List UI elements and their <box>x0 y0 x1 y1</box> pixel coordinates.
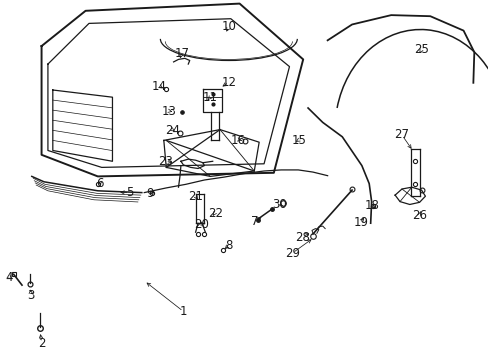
Text: 14: 14 <box>151 80 166 93</box>
Text: 19: 19 <box>353 216 367 229</box>
Text: 2: 2 <box>38 337 45 350</box>
Text: 27: 27 <box>394 129 408 141</box>
Text: 30: 30 <box>272 198 286 211</box>
Text: 13: 13 <box>161 105 176 118</box>
Text: 6: 6 <box>96 177 104 190</box>
Text: 1: 1 <box>179 305 187 318</box>
Text: 16: 16 <box>231 134 245 147</box>
Text: 4: 4 <box>5 271 13 284</box>
Text: 23: 23 <box>158 155 172 168</box>
Text: 10: 10 <box>221 21 236 33</box>
Text: 21: 21 <box>188 190 203 203</box>
Text: 18: 18 <box>364 199 378 212</box>
Text: 20: 20 <box>194 218 209 231</box>
Text: 22: 22 <box>207 207 222 220</box>
Text: 25: 25 <box>413 43 428 56</box>
Text: 15: 15 <box>291 134 306 147</box>
Text: 28: 28 <box>294 231 309 244</box>
Text: 17: 17 <box>174 47 189 60</box>
Text: 24: 24 <box>164 124 179 137</box>
Text: 7: 7 <box>250 215 258 228</box>
Text: 8: 8 <box>224 239 232 252</box>
Text: 29: 29 <box>285 247 299 260</box>
Text: 9: 9 <box>146 187 154 200</box>
Text: 3: 3 <box>27 289 35 302</box>
Text: 26: 26 <box>411 209 426 222</box>
Text: 5: 5 <box>125 186 133 199</box>
Text: 11: 11 <box>203 91 217 104</box>
Text: 12: 12 <box>221 76 236 89</box>
